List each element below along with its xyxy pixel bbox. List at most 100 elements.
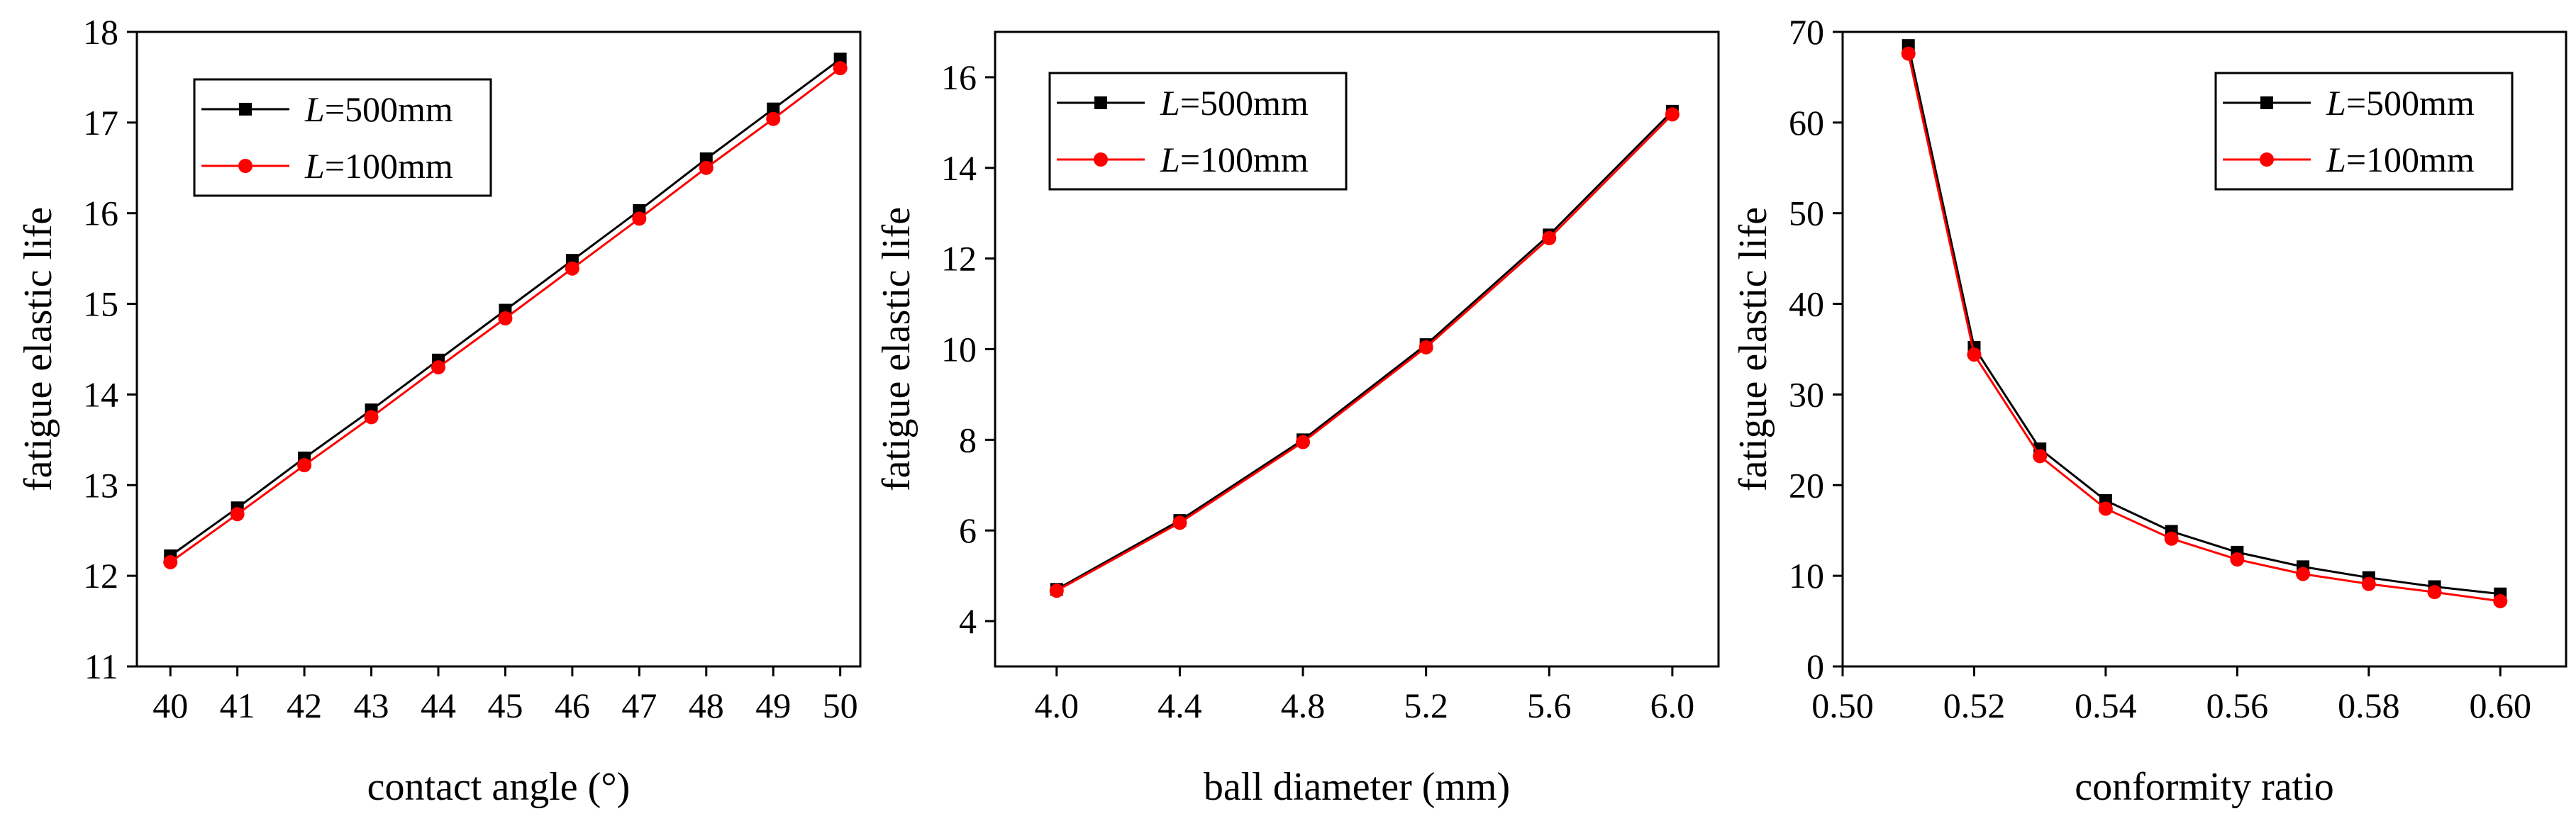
data-point-l100 <box>2230 552 2245 567</box>
x-tick-label: 48 <box>689 686 724 725</box>
data-point-l100 <box>1967 347 1982 362</box>
data-point-l100 <box>1172 515 1187 530</box>
x-tick-label: 44 <box>421 686 456 725</box>
series-line-l100 <box>1056 113 1673 592</box>
y-tick-label: 60 <box>1789 103 1824 143</box>
x-axis-title: ball diameter (mm) <box>1204 765 1510 809</box>
y-tick-label: 8 <box>959 420 977 459</box>
legend-marker-square <box>1094 96 1107 109</box>
x-tick-label: 46 <box>555 686 590 725</box>
data-point-l100 <box>1296 435 1311 449</box>
y-tick-label: 16 <box>83 194 118 233</box>
legend-label: L=100mm <box>304 146 453 186</box>
x-axis-title: conformity ratio <box>2075 765 2333 809</box>
y-tick-label: 12 <box>941 239 977 279</box>
legend-label: L=100mm <box>1160 140 1309 179</box>
x-tick-label: 43 <box>354 686 389 725</box>
legend-label: L=500mm <box>2326 83 2475 123</box>
legend-label-variable: L <box>1160 83 1180 123</box>
data-point-l100 <box>1665 107 1680 122</box>
y-tick-label: 11 <box>84 647 118 686</box>
y-tick-label: 70 <box>1789 12 1824 52</box>
x-tick-label: 0.58 <box>2338 686 2400 725</box>
legend-label-value: =500mm <box>2346 83 2475 123</box>
data-point-l100 <box>565 261 579 276</box>
legend-box <box>1048 72 1348 191</box>
data-point-l100 <box>230 507 245 522</box>
y-tick-label: 15 <box>83 284 118 324</box>
legend-marker-circle <box>1094 152 1108 167</box>
y-tick-label: 17 <box>83 103 118 143</box>
data-point-l100 <box>431 360 445 375</box>
legend-label-value: =500mm <box>325 89 453 129</box>
y-tick-label: 16 <box>941 57 977 97</box>
y-tick-label: 10 <box>941 330 977 369</box>
y-axis-title: fatigue elastic life <box>16 207 60 491</box>
x-tick-label: 5.6 <box>1527 686 1572 725</box>
legend-label-variable: L <box>304 89 325 129</box>
data-point-l100 <box>498 311 513 326</box>
legend-label-value: =100mm <box>2346 140 2475 179</box>
x-tick-label: 0.60 <box>2470 686 2532 725</box>
y-tick-label: 12 <box>83 556 118 596</box>
x-tick-label: 0.52 <box>1943 686 2006 725</box>
data-point-l100 <box>632 211 647 226</box>
legend-label-variable: L <box>1160 140 1180 179</box>
series-line-l500 <box>1907 45 2501 596</box>
y-tick-label: 13 <box>83 465 118 505</box>
data-point-l100 <box>2427 585 2442 600</box>
y-tick-label: 18 <box>83 12 118 52</box>
legend-marker-square <box>2260 96 2273 109</box>
x-tick-label: 47 <box>621 686 657 725</box>
y-axis-title: fatigue elastic life <box>875 207 918 491</box>
x-tick-label: 0.56 <box>2206 686 2269 725</box>
data-point-l100 <box>2493 593 2508 608</box>
legend-box <box>193 78 492 197</box>
y-tick-label: 20 <box>1789 465 1824 505</box>
x-tick-label: 5.2 <box>1404 686 1448 725</box>
legend-label: L=100mm <box>2326 140 2475 179</box>
legend-marker-circle <box>2260 152 2274 167</box>
y-axis-title: fatigue elastic life <box>1731 207 1775 491</box>
legend-label-value: =100mm <box>325 146 453 186</box>
x-tick-label: 42 <box>287 686 322 725</box>
legend-label: L=500mm <box>304 89 453 129</box>
data-point-l500 <box>767 102 780 116</box>
y-tick-label: 4 <box>959 601 977 641</box>
data-point-l100 <box>1419 340 1433 354</box>
data-point-l100 <box>2033 449 2048 464</box>
x-tick-label: 49 <box>755 686 791 725</box>
x-tick-label: 40 <box>152 686 188 725</box>
plot-frame <box>1841 30 2567 668</box>
data-point-l100 <box>2098 501 2113 516</box>
y-tick-label: 40 <box>1789 284 1824 324</box>
chart-3: 0.50 0.52 0.54 0.56 0.58 0.60 0 10 20 30 40 50 60 70 c… <box>1731 12 2567 809</box>
x-tick-label: 4.0 <box>1035 686 1079 725</box>
y-tick-label: 30 <box>1789 374 1824 414</box>
data-point-l100 <box>766 111 781 126</box>
y-tick-label: 14 <box>83 374 118 414</box>
legend-label-value: =100mm <box>1180 140 1309 179</box>
data-point-l100 <box>2361 576 2376 591</box>
data-point-l100 <box>833 61 848 76</box>
data-point-l100 <box>364 410 379 425</box>
data-point-l100 <box>163 554 178 569</box>
data-point-l100 <box>2164 531 2179 546</box>
y-tick-label: 50 <box>1789 194 1824 233</box>
x-tick-label: 45 <box>487 686 523 725</box>
x-tick-label: 50 <box>823 686 858 725</box>
series-line-l100 <box>1907 53 2501 603</box>
x-tick-label: 0.50 <box>1811 686 1874 725</box>
legend-label: L=500mm <box>1160 83 1309 123</box>
x-tick-label: 0.54 <box>2075 686 2137 725</box>
legend: L=500mm L=100mm <box>2214 72 2514 191</box>
y-tick-label: 10 <box>1789 556 1824 596</box>
legend-label-value: =500mm <box>1180 83 1309 123</box>
x-tick-label: 4.4 <box>1157 686 1202 725</box>
series-line-l500 <box>1056 110 1673 591</box>
legend-marker-circle <box>238 159 252 173</box>
x-tick-label: 41 <box>220 686 255 725</box>
